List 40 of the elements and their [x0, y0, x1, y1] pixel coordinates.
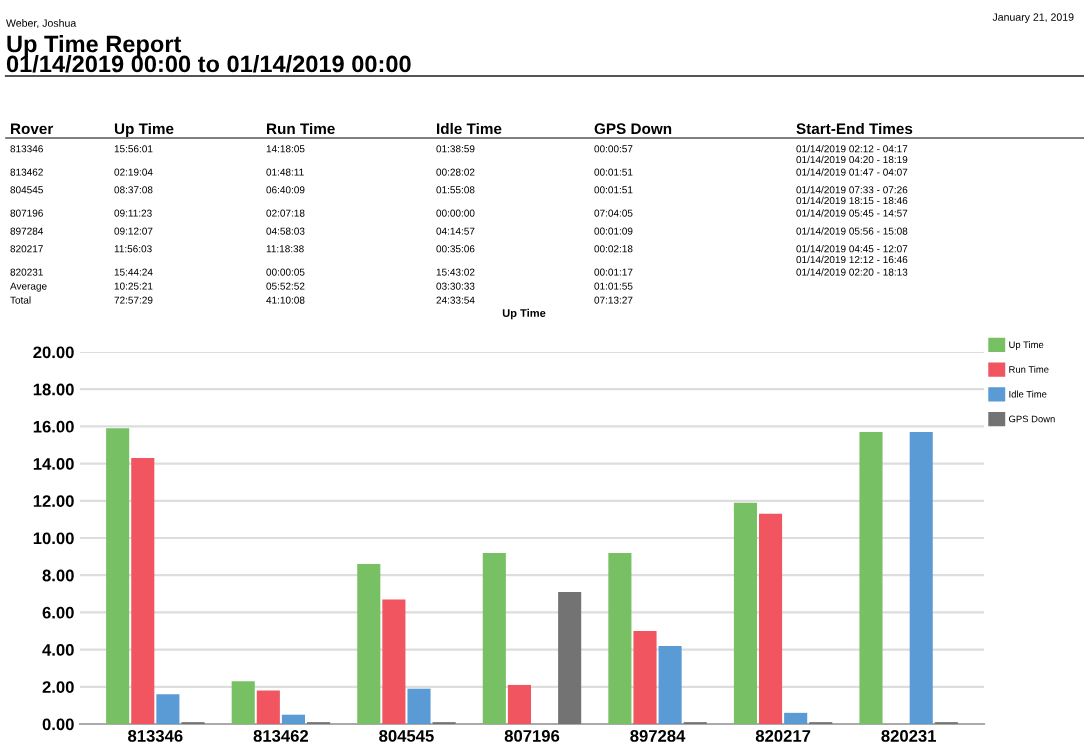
y-tick-label: 8.00 [42, 569, 74, 582]
x-tick-label: 807196 [504, 730, 560, 742]
y-tick-label: 0.00 [42, 718, 74, 731]
bar [658, 645, 682, 724]
bar [382, 599, 406, 724]
x-tick-label: 813346 [128, 730, 183, 742]
bar [131, 458, 155, 724]
y-tick-label: 16.00 [33, 420, 74, 433]
bar [558, 591, 582, 724]
bar [859, 431, 883, 724]
x-tick-label: 813462 [253, 730, 309, 742]
y-tick-label: 10.00 [33, 532, 74, 545]
bar [256, 690, 280, 724]
y-tick-label: 2.00 [42, 681, 74, 693]
y-tick-label: 12.00 [33, 495, 74, 507]
y-tick-label: 14.00 [33, 458, 74, 470]
bar [733, 502, 757, 724]
y-tick-label: 4.00 [42, 644, 74, 656]
x-tick-label: 820217 [755, 730, 811, 742]
bar [507, 684, 531, 724]
bar [633, 631, 657, 724]
x-tick-label: 820231 [881, 730, 937, 742]
bar [909, 431, 933, 724]
bar [357, 564, 381, 724]
bar [608, 552, 632, 724]
y-tick-label: 20.00 [33, 346, 74, 359]
y-tick-label: 6.00 [42, 606, 74, 619]
chart-title: Up Time Report [7, 35, 182, 57]
x-tick-label: 804545 [379, 730, 434, 742]
bar [784, 712, 808, 724]
bar [759, 513, 783, 724]
bar [231, 681, 255, 724]
chart-subtitle: 01/14/2019 00:00 to 01/14/2019 00:00 [6, 55, 411, 73]
bar [281, 714, 305, 724]
bar [106, 428, 130, 724]
y-tick-label: 18.00 [33, 383, 74, 396]
x-tick-label: 897284 [630, 730, 686, 742]
bar [407, 688, 431, 724]
bar [482, 552, 506, 724]
bar [156, 694, 180, 724]
